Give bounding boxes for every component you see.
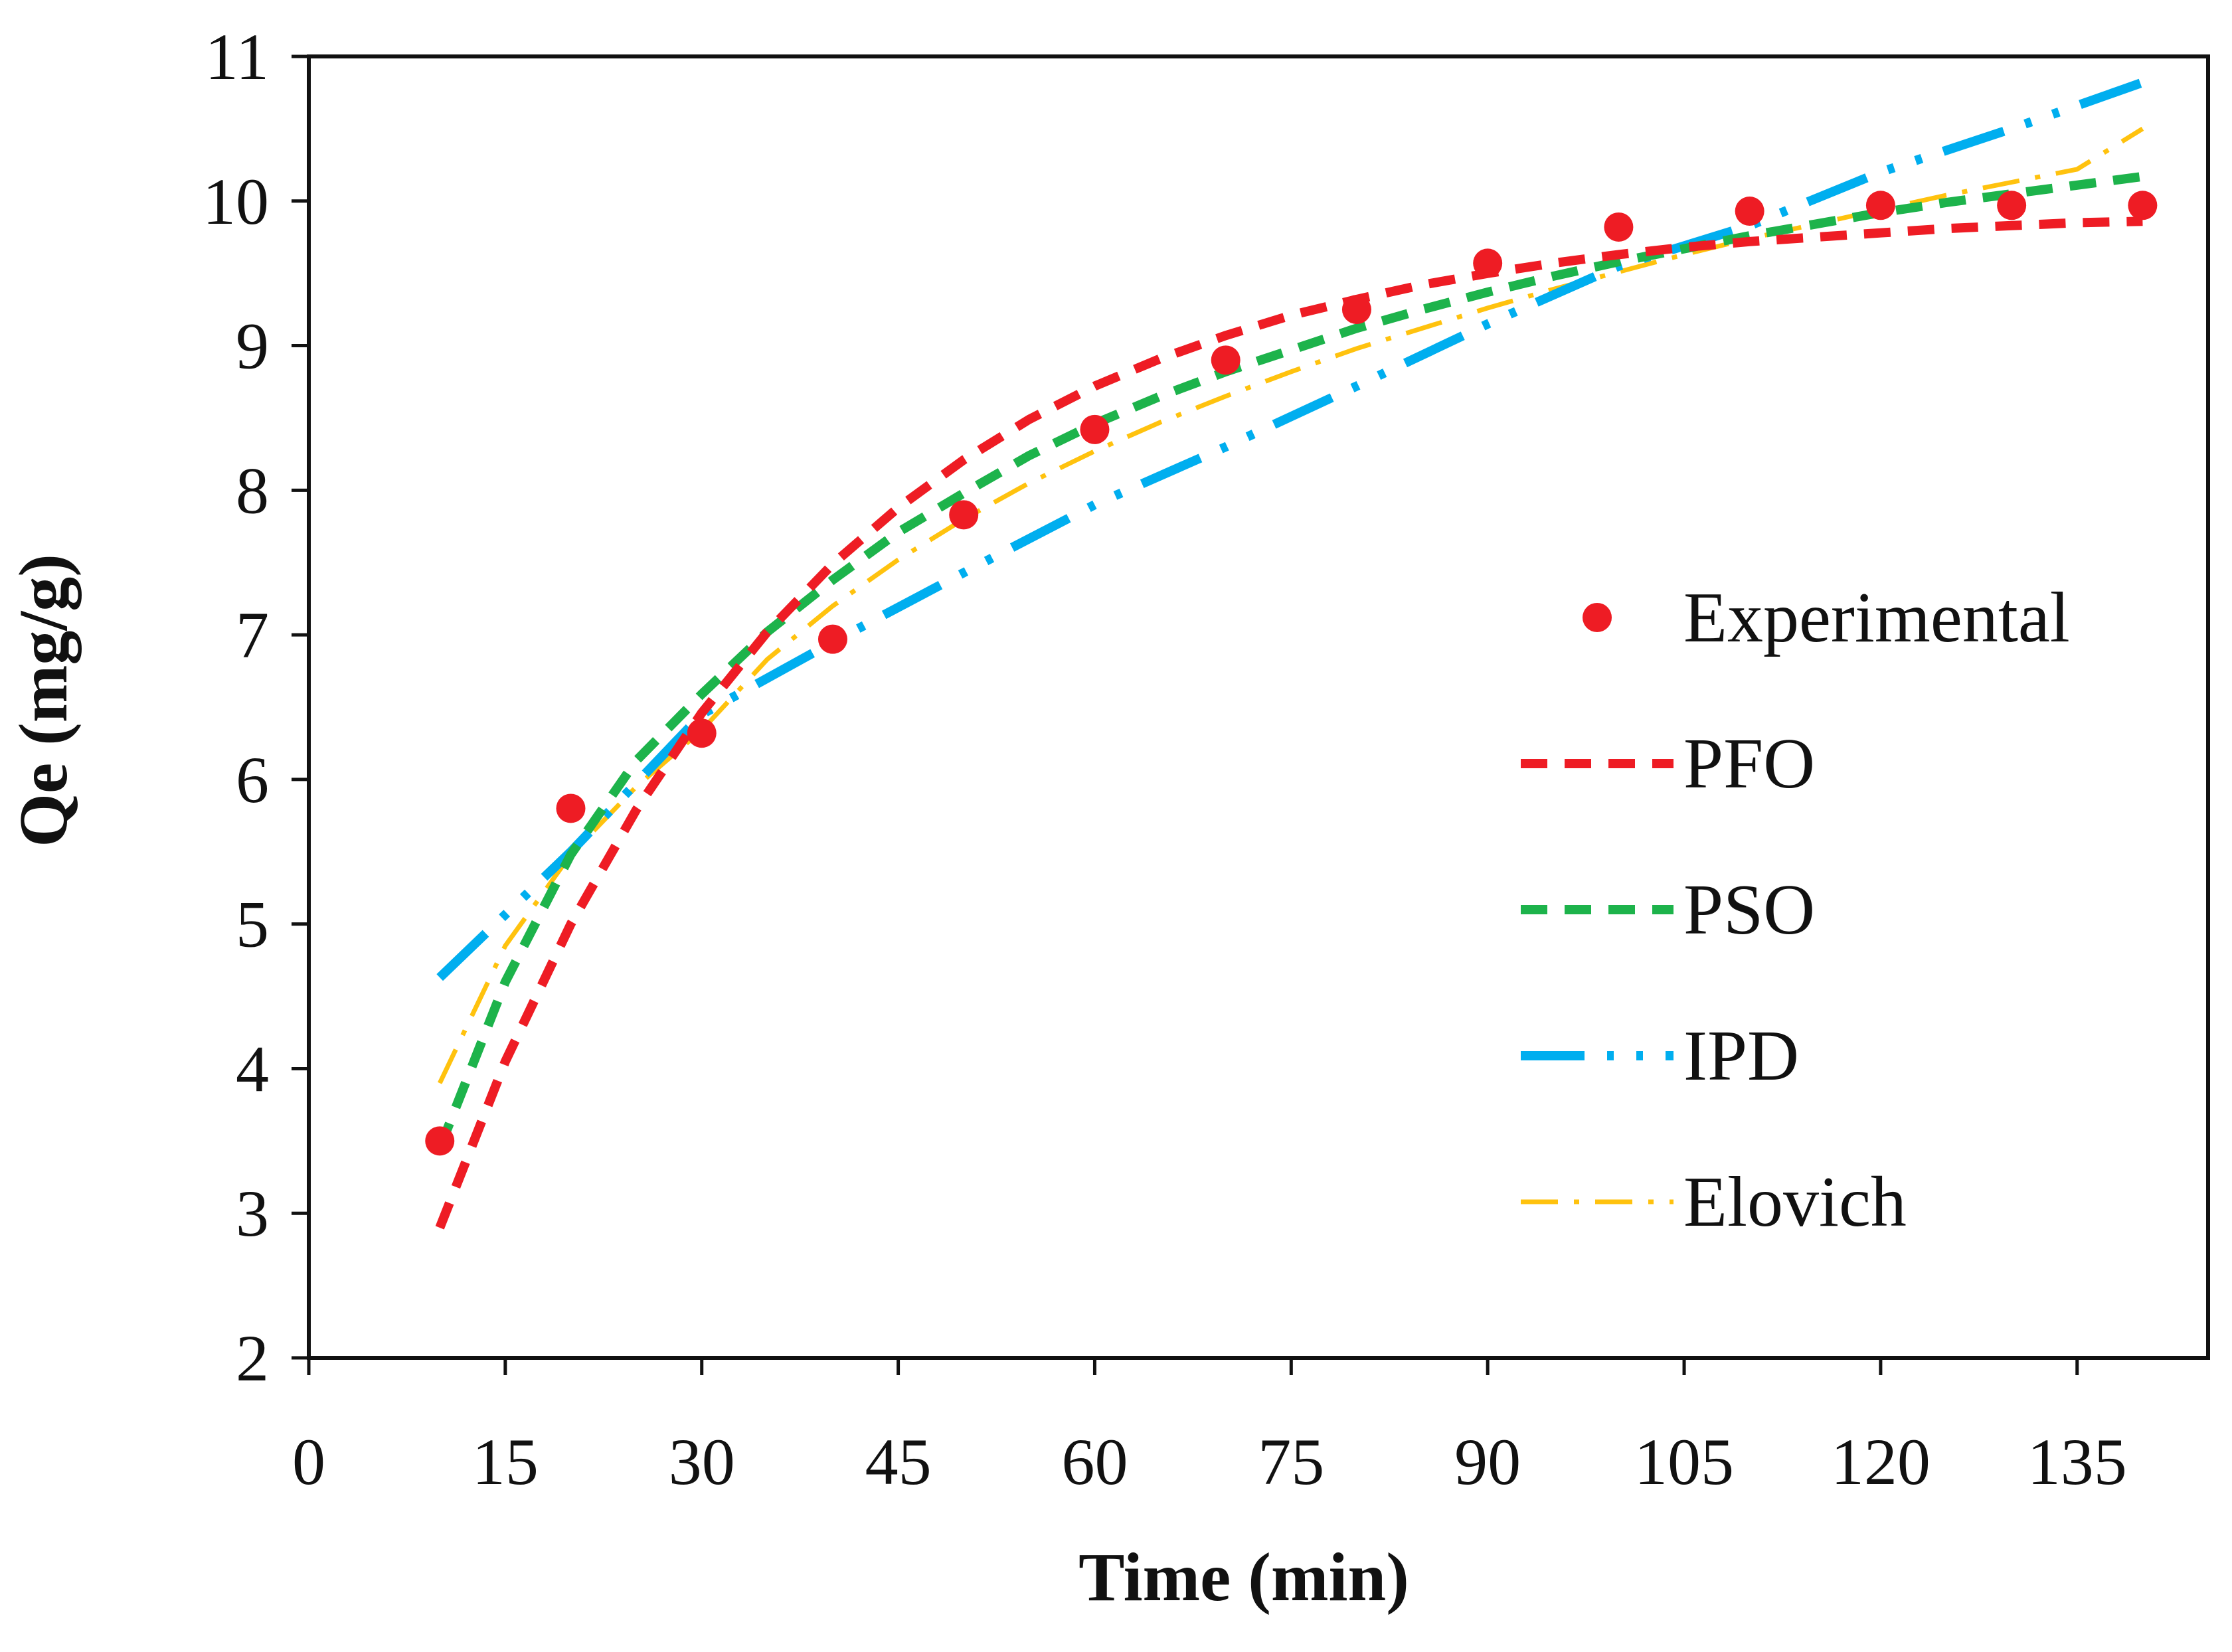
data-point-experimental [1080,414,1110,444]
legend-label-pfo: PFO [1683,724,1815,803]
data-point-experimental [687,718,717,748]
y-tick-label: 4 [236,1032,269,1106]
y-tick-label: 5 [236,888,269,961]
data-point-experimental [1735,197,1764,226]
y-tick-label: 10 [203,165,269,238]
x-tick-label: 120 [1831,1425,1931,1499]
legend-marker-experimental [1583,603,1612,632]
legend-label-experimental: Experimental [1683,578,2070,657]
y-tick-label: 6 [236,743,269,817]
x-tick-label: 30 [669,1425,735,1499]
x-tick-label: 90 [1454,1425,1521,1499]
data-point-experimental [1473,248,1503,278]
legend-label-elovich: Elovich [1683,1163,1907,1242]
x-tick-label: 135 [2027,1425,2127,1499]
data-point-experimental [2128,191,2158,220]
data-point-experimental [1997,191,2027,220]
data-point-experimental [1341,295,1371,325]
y-axis-title: Qe (mg/g) [5,554,82,847]
data-point-experimental [1211,345,1241,375]
data-point-experimental [556,793,586,823]
series-line-pfo [435,216,2143,1230]
data-point-experimental [949,500,979,530]
legend: Experimental PFO PSO IPD Elovich [1521,578,2070,1242]
x-tick-label: 60 [1061,1425,1128,1499]
x-tick-label: 105 [1634,1425,1734,1499]
data-point-experimental [1604,212,1634,242]
y-tick-label: 9 [236,309,269,383]
x-tick-label: 45 [865,1425,932,1499]
x-tick-label: 15 [472,1425,539,1499]
data-point-experimental [425,1126,455,1156]
series-line-ipd [436,78,2144,981]
plot-frame [307,54,2210,1360]
y-tick-label: 8 [236,454,269,527]
x-axis-title: Time (min) [1078,1539,1409,1615]
data-point-experimental [1865,191,1895,220]
x-tick-label: 0 [292,1425,325,1499]
y-tick-label: 3 [236,1177,269,1250]
plot-series [425,78,2158,1230]
data-point-experimental [817,624,847,654]
series-line-pso [435,171,2144,1150]
legend-label-pso: PSO [1683,870,1815,950]
legend-label-ipd: IPD [1683,1017,1799,1096]
y-tick-label: 2 [236,1321,269,1395]
x-tick-label: 75 [1258,1425,1324,1499]
y-tick-label: 11 [205,20,269,94]
y-tick-label: 7 [236,598,269,672]
